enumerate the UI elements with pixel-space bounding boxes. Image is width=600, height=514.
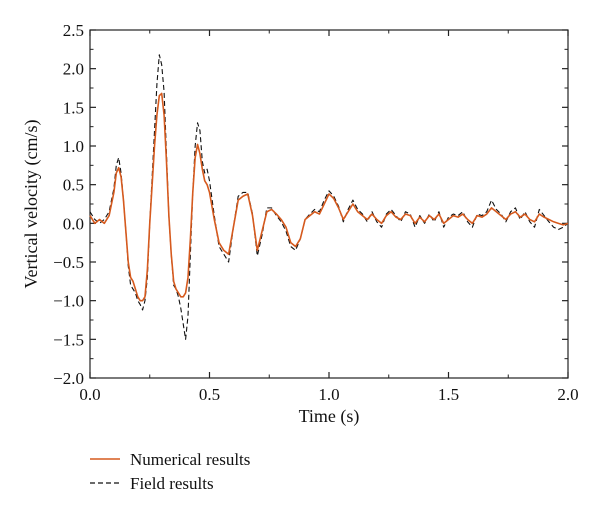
y-tick-label: 0.5: [63, 176, 84, 195]
series-line-numerical: [89, 92, 569, 302]
x-axis-title: Time (s): [299, 406, 360, 427]
y-tick-label: 1.0: [63, 137, 84, 156]
y-tick-label: 2.5: [63, 21, 84, 40]
y-tick-label: −1.0: [53, 292, 84, 311]
legend: Numerical results Field results: [90, 450, 250, 493]
y-tick-label: 1.5: [63, 98, 84, 117]
legend-label-field: Field results: [130, 474, 214, 493]
y-tick-label: −1.5: [53, 330, 84, 349]
x-tick-label: 0.5: [199, 385, 220, 404]
plot-frame: [89, 29, 569, 379]
series-group: [89, 54, 569, 340]
x-tick-label: 2.0: [557, 385, 578, 404]
y-tick-label: 0.0: [63, 214, 84, 233]
x-tick-label: 1.5: [438, 385, 459, 404]
y-tick-label: −0.5: [53, 253, 84, 272]
y-tick-label: 2.0: [63, 60, 84, 79]
axis-ticks-group: 0.0 0.5 1.0 1.5 2.0 −2.0 −1.5 −1.0 −0.5 0.0 0.5 1.0…: [53, 21, 578, 404]
x-tick-label: 1.0: [318, 385, 339, 404]
x-tick-label: 0.0: [79, 385, 100, 404]
plot-frame-group: [89, 29, 569, 379]
y-axis-title: Vertical velocity (cm/s): [21, 120, 42, 289]
legend-label-numerical: Numerical results: [130, 450, 250, 469]
y-tick-label: −2.0: [53, 369, 84, 388]
